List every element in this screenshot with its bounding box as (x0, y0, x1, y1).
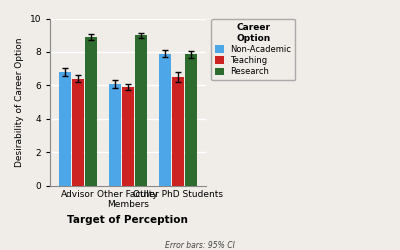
Bar (109, 84, 121, 186)
Bar (72, 79, 84, 186)
Bar (122, 87, 134, 186)
Bar (59, 72, 71, 186)
Bar (135, 35, 147, 186)
X-axis label: Target of Perception: Target of Perception (67, 215, 188, 225)
Legend: Non-Academic, Teaching, Research: Non-Academic, Teaching, Research (211, 19, 296, 80)
Bar (159, 54, 171, 186)
Y-axis label: Desirability of Career Option: Desirability of Career Option (15, 38, 24, 167)
Bar (172, 77, 184, 186)
Bar (85, 37, 97, 186)
Text: Error bars: 95% CI: Error bars: 95% CI (165, 240, 235, 250)
Bar (185, 54, 197, 186)
